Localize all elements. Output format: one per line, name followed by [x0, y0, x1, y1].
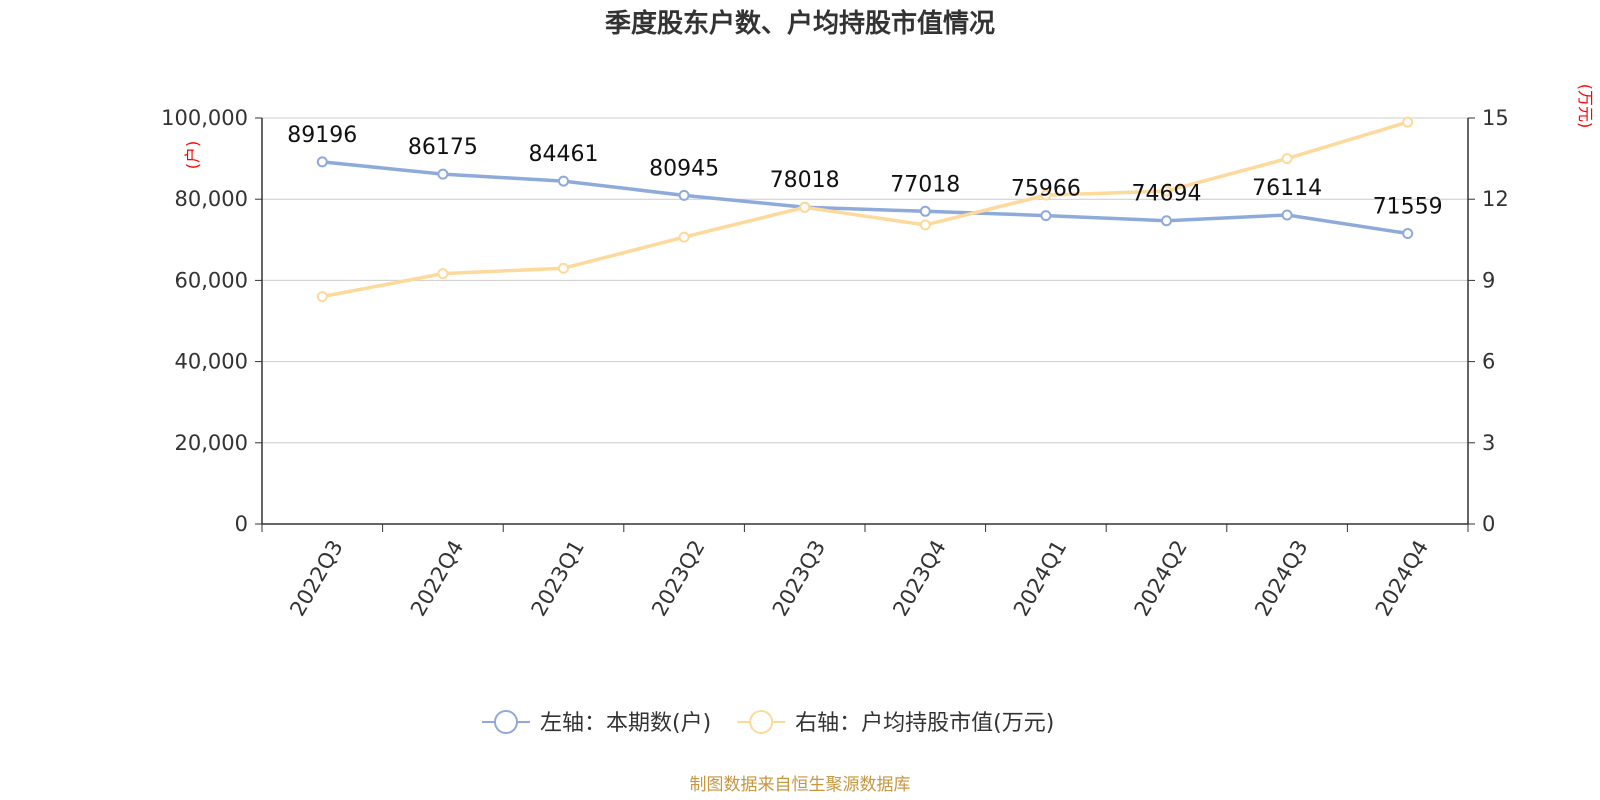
x-axis-tick-label: 2023Q1	[527, 536, 589, 620]
right-axis-tick-label: 6	[1482, 350, 1495, 374]
left-axis-unit: (户)	[183, 141, 202, 170]
data-label-shareholder-count: 84461	[529, 142, 599, 167]
legend-label-avg-holding-value: 右轴：户均持股市值(万元)	[795, 711, 1054, 736]
data-label-shareholder-count: 80945	[649, 156, 719, 181]
data-point-shareholder-count	[1040, 210, 1052, 222]
data-point-shareholder-count	[678, 189, 690, 201]
data-point-avg-holding-value	[1402, 116, 1414, 128]
x-axis-tick-label: 2024Q2	[1130, 536, 1192, 620]
x-axis-tick-label: 2023Q4	[888, 536, 950, 620]
data-source: 制图数据来自恒生聚源数据库	[690, 775, 911, 795]
legend-marker-shareholder-count	[494, 710, 518, 734]
data-label-shareholder-count: 74694	[1132, 182, 1202, 207]
data-point-avg-holding-value	[558, 262, 569, 274]
left-axis-tick-label: 20,000	[175, 431, 248, 455]
legend: 左轴：本期数(户) 右轴：户均持股市值(万元)	[482, 710, 1054, 736]
right-axis-tick-label: 3	[1482, 431, 1495, 455]
x-axis-tick-label: 2022Q4	[406, 536, 468, 620]
data-point-shareholder-count	[316, 156, 328, 168]
x-axis-tick-label: 2023Q2	[647, 536, 709, 620]
right-axis-tick-label: 12	[1482, 187, 1509, 211]
x-axis-tick-label: 2023Q3	[768, 536, 830, 620]
data-point-avg-holding-value	[678, 231, 690, 243]
data-point-avg-holding-value	[437, 268, 449, 280]
data-point-avg-holding-value	[1281, 153, 1293, 165]
chart-title: 季度股东户数、户均持股市值情况	[605, 8, 995, 39]
x-axis-tick-label: 2022Q3	[285, 536, 347, 620]
right-axis-tick-label: 15	[1482, 106, 1509, 130]
data-point-avg-holding-value	[1161, 185, 1172, 197]
data-point-shareholder-count	[558, 175, 569, 187]
data-point-shareholder-count	[1402, 227, 1414, 239]
right-axis-tick-label: 9	[1482, 268, 1495, 292]
left-axis-tick-label: 40,000	[175, 350, 248, 374]
data-label-shareholder-count: 89196	[287, 123, 357, 148]
data-label-shareholder-count: 77018	[890, 172, 960, 197]
series-line-shareholder-count	[322, 160, 1408, 236]
gridlines	[262, 117, 1468, 444]
data-label-shareholder-count: 78018	[770, 168, 840, 193]
x-axis-tick-label: 2024Q3	[1250, 536, 1312, 620]
x-axis-tick-label: 2024Q1	[1009, 536, 1071, 620]
right-axis-tick-label: 0	[1482, 512, 1495, 536]
data-label-shareholder-count: 75966	[1011, 177, 1081, 202]
left-axis-tick-label: 100,000	[161, 106, 248, 130]
data-point-avg-holding-value	[316, 291, 328, 303]
data-label-shareholder-count: 76114	[1252, 176, 1322, 201]
data-point-avg-holding-value	[1040, 189, 1052, 201]
series-layer	[316, 116, 1414, 303]
series-line-avg-holding-value	[321, 120, 1409, 299]
data-point-avg-holding-value	[919, 219, 931, 231]
left-axis-tick-label: 60,000	[175, 268, 248, 292]
legend-label-shareholder-count: 左轴：本期数(户)	[540, 711, 711, 736]
data-label-shareholder-count: 86175	[408, 135, 478, 160]
left-axis-tick-label: 80,000	[175, 187, 248, 211]
data-label-shareholder-count: 71559	[1373, 194, 1443, 219]
data-point-shareholder-count	[1281, 209, 1293, 221]
data-point-shareholder-count	[919, 205, 931, 217]
left-axis-tick-label: 0	[235, 512, 248, 536]
data-labels: 89196 86175 84461 80945 78018 77018 75966 74694…	[287, 123, 1442, 220]
x-axis-tick-label: 2024Q4	[1371, 536, 1433, 620]
data-point-shareholder-count	[1161, 215, 1172, 227]
data-point-avg-holding-value	[799, 201, 811, 213]
data-point-shareholder-count	[437, 168, 449, 180]
right-axis-unit: (万元)	[1576, 84, 1595, 129]
legend-marker-avg-holding-value	[749, 710, 774, 734]
